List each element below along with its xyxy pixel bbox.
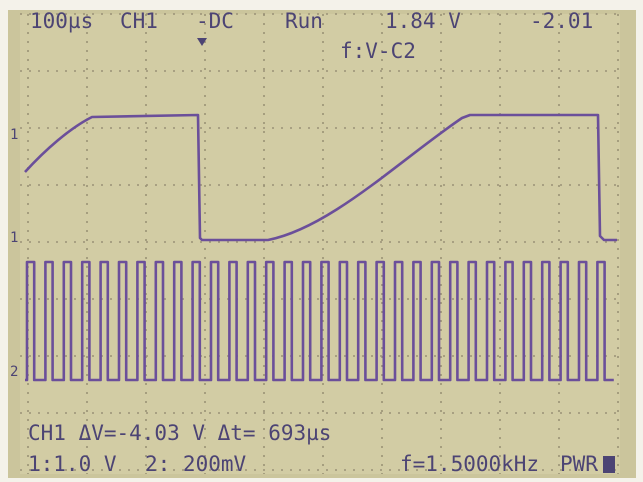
graticule-area — [20, 14, 620, 474]
frequency: f=1.5000kHz — [400, 452, 539, 476]
power-block — [603, 456, 615, 473]
math-function: f:V-C2 — [340, 39, 416, 63]
coupling: -DC — [196, 9, 234, 33]
channel-1-trace — [24, 113, 617, 242]
timebase: 100µs — [30, 9, 93, 33]
run-state: Run — [285, 9, 323, 33]
marker: 1 — [10, 230, 18, 246]
ch1-scale: 1:1.0 V — [28, 452, 117, 476]
power: PWR — [560, 452, 598, 476]
offset: -2.01 — [530, 9, 593, 33]
channel-2-trace — [25, 260, 614, 382]
ch2-scale: 2: 200mV — [145, 452, 247, 476]
trigger-marker — [197, 38, 207, 46]
trigger-level: 1.84 V — [385, 9, 461, 33]
cursor-readout: CH1 ΔV=-4.03 V Δt= 693µs — [28, 421, 331, 445]
marker: 1 — [10, 127, 18, 143]
channel: CH1 — [120, 9, 158, 33]
marker: 2 — [10, 364, 18, 380]
